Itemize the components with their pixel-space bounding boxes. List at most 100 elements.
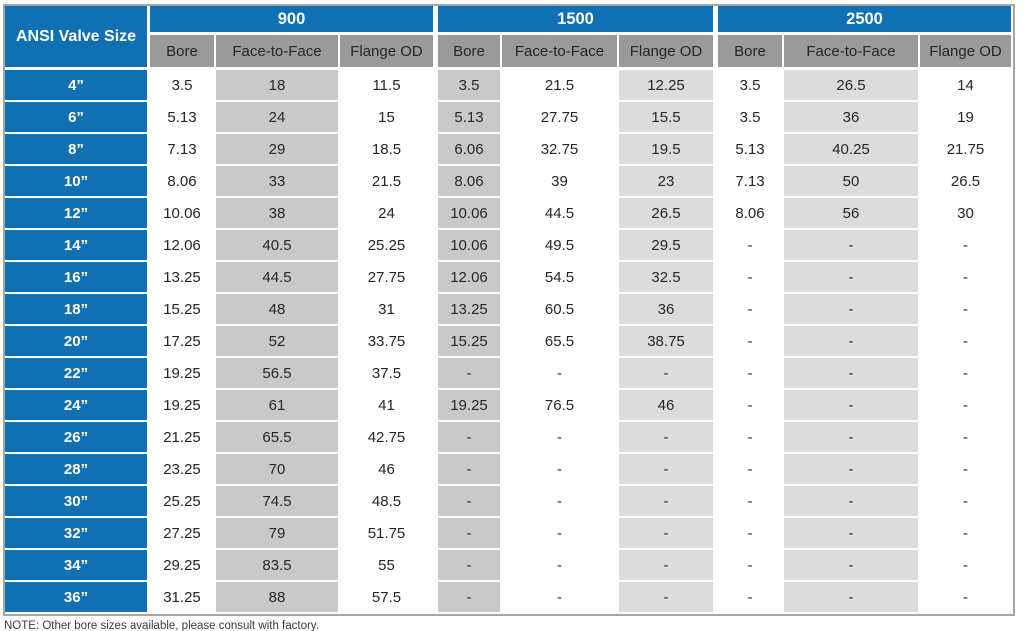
data-cell: 50: [784, 166, 920, 198]
data-cell: 37.5: [340, 358, 435, 390]
table-header: ANSI Valve Size 900 1500 2500 Bore Face-to-…: [5, 6, 1013, 70]
data-cell: 8.06: [715, 198, 784, 230]
data-cell: -: [715, 358, 784, 390]
data-cell: -: [715, 422, 784, 454]
data-cell: 3.5: [715, 102, 784, 134]
column-header-2500-flange-od: Flange OD: [920, 35, 1013, 70]
data-cell: -: [920, 230, 1013, 262]
data-cell: 76.5: [502, 390, 619, 422]
data-cell: 48.5: [340, 486, 435, 518]
data-cell: 54.5: [502, 262, 619, 294]
data-cell: 5.13: [150, 102, 216, 134]
table-row: 10” 8.06 33 21.5 8.06 39 23 7.13 50 26.5: [5, 166, 1013, 198]
data-cell: -: [715, 454, 784, 486]
data-cell: -: [784, 518, 920, 550]
data-cell: 19.5: [619, 134, 715, 166]
valve-dimensions-table: ANSI Valve Size 900 1500 2500 Bore Face-to-…: [3, 4, 1015, 616]
data-cell: -: [715, 390, 784, 422]
table-row: 6” 5.13 24 15 5.13 27.75 15.5 3.5 36 19: [5, 102, 1013, 134]
sub-header-row: Bore Face-to-Face Flange OD Bore Face-to-Fac…: [5, 35, 1013, 70]
data-cell: 10.06: [435, 230, 502, 262]
data-cell: -: [920, 518, 1013, 550]
data-cell: 8.06: [150, 166, 216, 198]
data-cell: -: [715, 230, 784, 262]
data-cell: -: [619, 486, 715, 518]
data-cell: -: [715, 262, 784, 294]
data-cell: 21.5: [340, 166, 435, 198]
valve-size-cell: 12”: [5, 198, 150, 230]
data-cell: 32.5: [619, 262, 715, 294]
data-cell: -: [619, 518, 715, 550]
data-cell: 12.06: [435, 262, 502, 294]
data-cell: -: [435, 454, 502, 486]
ansi-valve-size-header: ANSI Valve Size: [5, 6, 150, 70]
data-cell: 24: [216, 102, 340, 134]
data-cell: 88: [216, 582, 340, 614]
data-cell: 10.06: [150, 198, 216, 230]
column-header-1500-flange-od: Flange OD: [619, 35, 715, 70]
data-cell: -: [784, 422, 920, 454]
data-cell: -: [502, 486, 619, 518]
data-cell: -: [784, 326, 920, 358]
valve-size-cell: 32”: [5, 518, 150, 550]
data-cell: -: [715, 582, 784, 614]
data-cell: 15.25: [150, 294, 216, 326]
valve-size-cell: 30”: [5, 486, 150, 518]
column-header-900-flange-od: Flange OD: [340, 35, 435, 70]
valve-size-cell: 20”: [5, 326, 150, 358]
data-cell: 21.75: [920, 134, 1013, 166]
data-cell: 56.5: [216, 358, 340, 390]
data-cell: -: [619, 454, 715, 486]
data-cell: 19.25: [435, 390, 502, 422]
data-cell: 18.5: [340, 134, 435, 166]
data-cell: 46: [619, 390, 715, 422]
data-cell: 32.75: [502, 134, 619, 166]
table-row: 34” 29.25 83.5 55- - - - - -: [5, 550, 1013, 582]
pressure-class-header-1500: 1500: [435, 6, 715, 35]
pressure-class-header-900: 900: [150, 6, 435, 35]
pressure-class-header-2500: 2500: [715, 6, 1013, 35]
footnote: NOTE: Other bore sizes available, please…: [4, 620, 319, 631]
data-cell: 13.25: [435, 294, 502, 326]
data-cell: 52: [216, 326, 340, 358]
data-cell: -: [920, 486, 1013, 518]
data-cell: 24: [340, 198, 435, 230]
valve-size-cell: 34”: [5, 550, 150, 582]
data-cell: 29.5: [619, 230, 715, 262]
data-cell: 15.25: [435, 326, 502, 358]
table-row: 24” 19.25 61 41 19.25 76.5 46- - -: [5, 390, 1013, 422]
data-cell: 17.25: [150, 326, 216, 358]
data-cell: -: [784, 582, 920, 614]
data-cell: 21.5: [502, 70, 619, 102]
data-cell: -: [502, 518, 619, 550]
data-cell: 8.06: [435, 166, 502, 198]
data-cell: 3.5: [150, 70, 216, 102]
valve-size-cell: 24”: [5, 390, 150, 422]
data-cell: 38.75: [619, 326, 715, 358]
data-cell: 30: [920, 198, 1013, 230]
data-cell: -: [784, 390, 920, 422]
valve-size-cell: 4”: [5, 70, 150, 102]
column-header-900-face-to-face: Face-to-Face: [216, 35, 340, 70]
data-cell: 27.75: [340, 262, 435, 294]
data-cell: 40.5: [216, 230, 340, 262]
data-cell: 26.5: [920, 166, 1013, 198]
data-cell: 19: [920, 102, 1013, 134]
data-cell: -: [435, 358, 502, 390]
valve-size-cell: 10”: [5, 166, 150, 198]
data-cell: -: [920, 262, 1013, 294]
data-cell: 48: [216, 294, 340, 326]
table-row: 8” 7.13 29 18.5 6.06 32.75 19.5 5.13 40.25 21.75: [5, 134, 1013, 166]
valve-size-cell: 14”: [5, 230, 150, 262]
data-cell: 11.5: [340, 70, 435, 102]
data-cell: -: [920, 550, 1013, 582]
data-cell: -: [784, 294, 920, 326]
column-header-1500-face-to-face: Face-to-Face: [502, 35, 619, 70]
data-cell: 14: [920, 70, 1013, 102]
data-cell: 70: [216, 454, 340, 486]
data-cell: -: [784, 486, 920, 518]
data-cell: 36: [619, 294, 715, 326]
data-cell: 7.13: [715, 166, 784, 198]
data-cell: -: [502, 582, 619, 614]
